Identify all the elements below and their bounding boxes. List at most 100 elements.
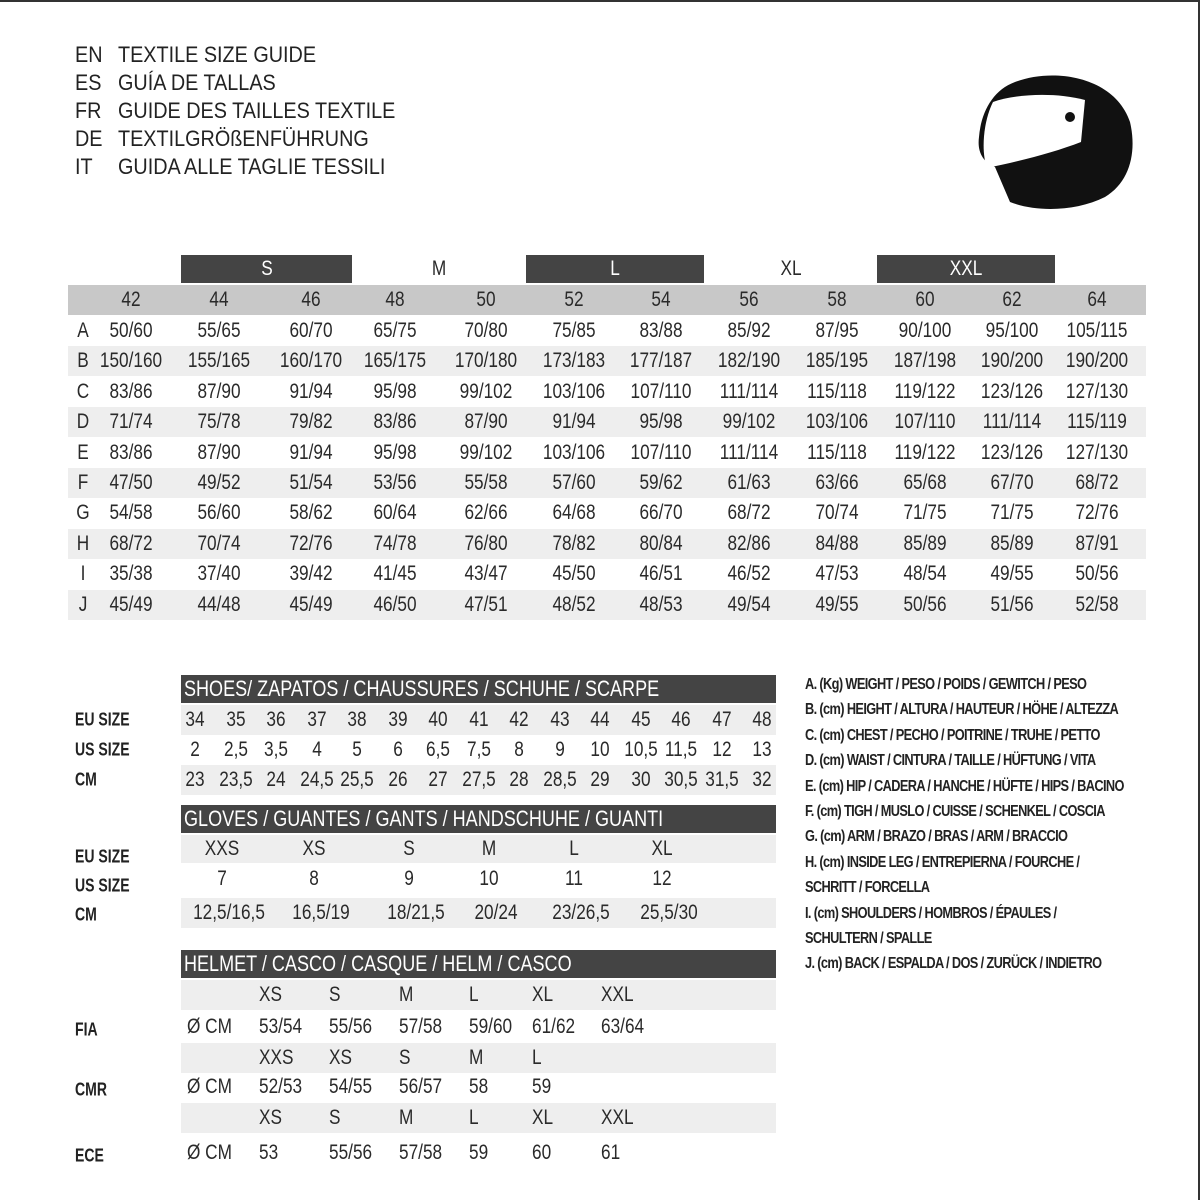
size-number: 62 [1002, 288, 1022, 311]
table-cell: 61 [601, 1141, 621, 1164]
table-cell: 43/47 [464, 562, 508, 586]
size-number: 52 [564, 288, 584, 311]
table-cell: 107/110 [630, 379, 692, 403]
row-label: A [77, 319, 89, 342]
table-cell: 59/62 [639, 471, 683, 494]
size-number-row [68, 285, 1146, 315]
size-group-label: L [610, 257, 620, 280]
language-code: ES [75, 70, 102, 95]
table-cell: 87/90 [197, 379, 241, 403]
table-cell: 45/49 [109, 592, 153, 616]
table-cell: 53/56 [373, 471, 417, 494]
table-cell: 47 [711, 708, 732, 731]
table-cell: 70/74 [197, 531, 241, 555]
table-cell: XS [302, 837, 326, 860]
row-label: I [80, 562, 86, 586]
table-cell: 52/58 [1075, 592, 1119, 616]
row-label: F [77, 471, 89, 494]
table-cell: 23 [185, 768, 205, 791]
helmet-size: XL [532, 983, 554, 1006]
table-cell: 111/114 [719, 379, 779, 403]
table-cell: 63/64 [601, 1015, 645, 1038]
table-cell: 6,5 [426, 738, 450, 761]
table-cell: 91/94 [289, 379, 333, 403]
table-cell: 46/50 [373, 592, 417, 616]
table-cell: 35/38 [109, 562, 153, 586]
row-label: US SIZE [75, 875, 130, 896]
table-cell: 115/119 [1067, 410, 1127, 434]
table-cell: 12 [711, 738, 732, 761]
table-cell: 48/53 [639, 592, 683, 616]
table-cell: 80/84 [639, 531, 683, 555]
table-cell: 65/68 [903, 471, 947, 494]
table-cell: 11,5 [664, 738, 698, 761]
size-number: 64 [1087, 288, 1107, 311]
size-number: 50 [476, 288, 496, 311]
table-cell: 30,5 [664, 768, 698, 791]
table-cell: 78/82 [552, 531, 596, 555]
table-cell: 37/40 [197, 562, 241, 586]
gloves-header-bar [181, 805, 776, 833]
table-cell: 57/58 [399, 1015, 443, 1038]
table-cell: 67/70 [990, 471, 1034, 494]
table-cell: 87/90 [197, 440, 241, 464]
legend-item: H. (cm) INSIDE LEG / ENTREPIERNA / FOURC… [805, 853, 1080, 871]
table-cell: 62/66 [464, 501, 508, 525]
helmet-size: XS [329, 1046, 352, 1069]
table-cell: 53 [259, 1141, 279, 1164]
table-cell: 58 [469, 1075, 489, 1098]
table-cell: 87/95 [815, 319, 859, 342]
title-text: GUIDE DES TAILLES TEXTILE [118, 98, 396, 123]
title-text: TEXTILE SIZE GUIDE [118, 42, 317, 67]
table-cell: 42 [509, 708, 529, 731]
table-cell: 40 [428, 708, 448, 731]
table-cell: 60/70 [289, 319, 333, 342]
size-group-label: S [260, 257, 273, 280]
unit-label: Ø CM [187, 1141, 232, 1164]
table-cell: 82/86 [727, 531, 771, 555]
shoes-header: SHOES/ ZAPATOS / CHAUSSURES / SCHUHE / S… [184, 676, 660, 701]
row-label: E [77, 440, 89, 464]
table-cell: 119/122 [894, 440, 956, 464]
size-group-label: M [431, 257, 447, 280]
table-cell: 45/49 [289, 592, 333, 616]
table-cell: 95/98 [373, 440, 417, 464]
table-cell: 68/72 [1075, 471, 1119, 494]
legend-item: I. (cm) SHOULDERS / HOMBROS / ÉPAULES / [805, 904, 1057, 922]
legend-item: C. (cm) CHEST / PECHO / POITRINE / TRUHE… [805, 726, 1100, 744]
row-band [68, 407, 1146, 438]
table-cell: 6 [392, 738, 403, 761]
table-cell: 32 [752, 768, 772, 791]
table-cell: 119/122 [894, 379, 956, 403]
helmet-size: XS [259, 983, 282, 1006]
table-cell: 44/48 [197, 592, 241, 616]
table-cell: L [569, 837, 579, 860]
table-cell: 72/76 [1075, 501, 1119, 525]
helmet-size: XXS [259, 1046, 294, 1069]
table-cell: 51/56 [990, 592, 1034, 616]
table-cell: 27 [428, 768, 448, 791]
table-cell: 8 [514, 738, 524, 761]
table-cell: 54/55 [329, 1075, 373, 1098]
legend-item: J. (cm) BACK / ESPALDA / DOS / ZURÜCK / … [805, 955, 1102, 973]
size-number: 42 [121, 288, 141, 311]
table-cell: 12 [652, 867, 672, 890]
helmet-header: HELMET / CASCO / CASQUE / HELM / CASCO [184, 951, 572, 976]
table-cell: 46/51 [639, 562, 683, 586]
row-band [181, 705, 776, 735]
row-band [68, 346, 1146, 377]
legend-item: G. (cm) ARM / BRAZO / BRAS / ARM / BRACC… [805, 828, 1068, 846]
helmet-size: M [469, 1046, 484, 1069]
table-cell: 38 [347, 708, 367, 731]
row-label: C [76, 379, 90, 403]
legend-item: D. (cm) WAIST / CINTURA / TAILLE / HÜFTU… [805, 752, 1096, 770]
helmet-size: M [399, 1106, 414, 1129]
table-cell: 71/75 [990, 501, 1034, 525]
table-cell: 34 [185, 708, 205, 731]
table-cell: 49/55 [815, 592, 859, 616]
row-label: FIA [75, 1019, 98, 1040]
row-band [181, 835, 776, 863]
row-band [181, 980, 776, 1010]
language-code: DE [75, 126, 103, 151]
size-number: 60 [915, 288, 935, 311]
